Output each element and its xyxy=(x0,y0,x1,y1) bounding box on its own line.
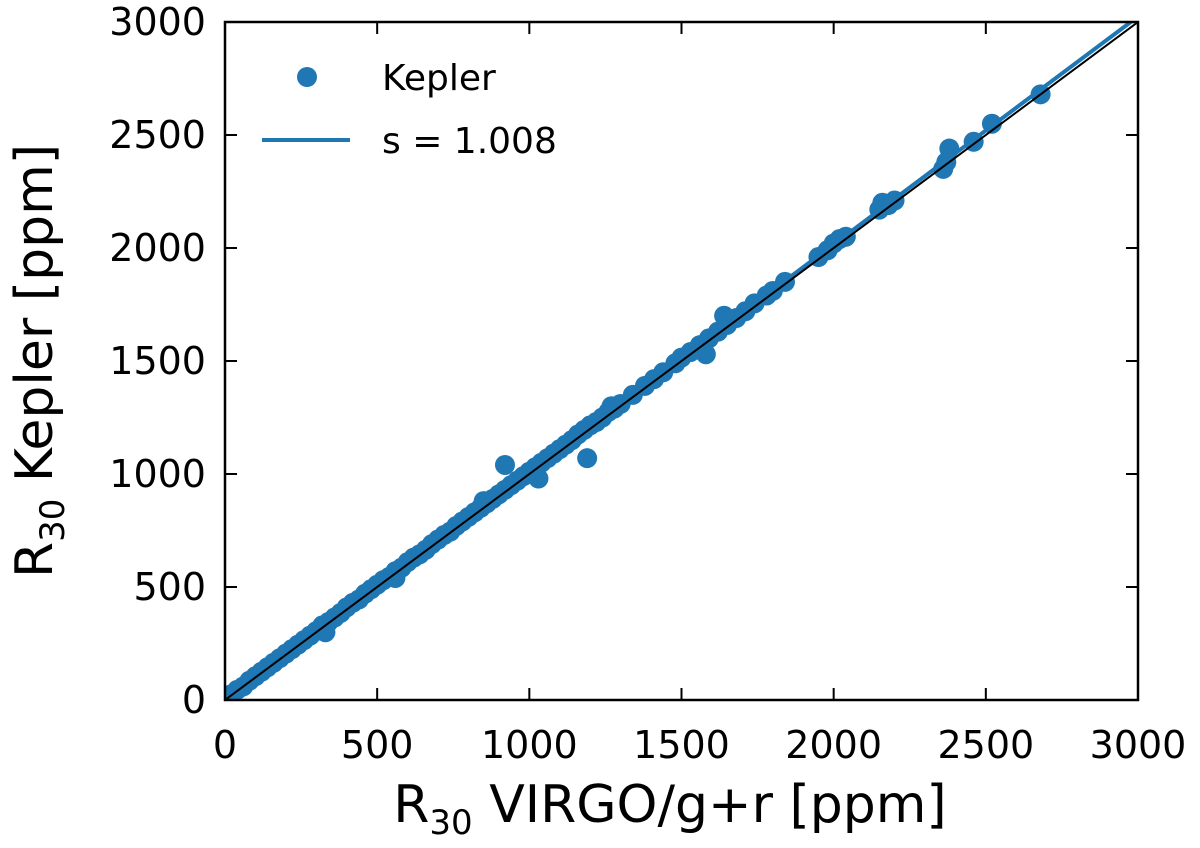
data-point xyxy=(601,396,622,417)
legend-label-points: Kepler xyxy=(382,58,496,99)
legend-marker-points xyxy=(297,67,317,87)
x-tick-label: 0 xyxy=(213,723,237,767)
y-axis-label: R30 Kepler [ppm] xyxy=(5,144,73,578)
x-tick-label: 2500 xyxy=(937,723,1034,767)
axis-ticks: 0 500 1000 1500 2000 2500 3000 0 500 1000 1500 2000… xyxy=(109,0,1186,767)
x-axis-label-rest: VIRGO/g+r [ppm] xyxy=(473,775,947,835)
data-point xyxy=(473,491,494,512)
identity-line xyxy=(225,22,1138,700)
y-tick-label: 0 xyxy=(182,678,206,722)
x-tick-label: 500 xyxy=(341,723,414,767)
data-point xyxy=(577,448,598,469)
y-tick-label: 1000 xyxy=(109,452,206,496)
x-axis-label-sub: 30 xyxy=(429,803,472,843)
x-axis-label-main: R xyxy=(393,775,429,835)
y-axis-label-sub: 30 xyxy=(33,499,73,542)
y-tick-label: 2500 xyxy=(109,113,206,157)
y-tick-label: 2000 xyxy=(109,226,206,270)
data-point xyxy=(385,567,406,588)
fit-lines xyxy=(225,22,1138,700)
data-point xyxy=(695,344,716,365)
legend: Kepler s = 1.008 xyxy=(262,58,557,162)
x-tick-label: 3000 xyxy=(1090,723,1187,767)
data-point xyxy=(494,454,515,475)
x-axis-label: R30 VIRGO/g+r [ppm] xyxy=(393,775,946,843)
y-tick-label: 3000 xyxy=(109,0,206,44)
x-tick-label: 1500 xyxy=(633,723,730,767)
y-tick-label: 500 xyxy=(133,565,206,609)
x-tick-label: 1000 xyxy=(481,723,578,767)
plot-area xyxy=(225,22,1138,700)
x-tick-label: 2000 xyxy=(785,723,882,767)
y-tick-label: 1500 xyxy=(109,339,206,383)
y-axis-label-rest: Kepler [ppm] xyxy=(5,144,65,499)
data-point xyxy=(528,468,549,489)
y-axis-label-main: R xyxy=(5,542,65,578)
legend-label-fit: s = 1.008 xyxy=(382,121,557,162)
